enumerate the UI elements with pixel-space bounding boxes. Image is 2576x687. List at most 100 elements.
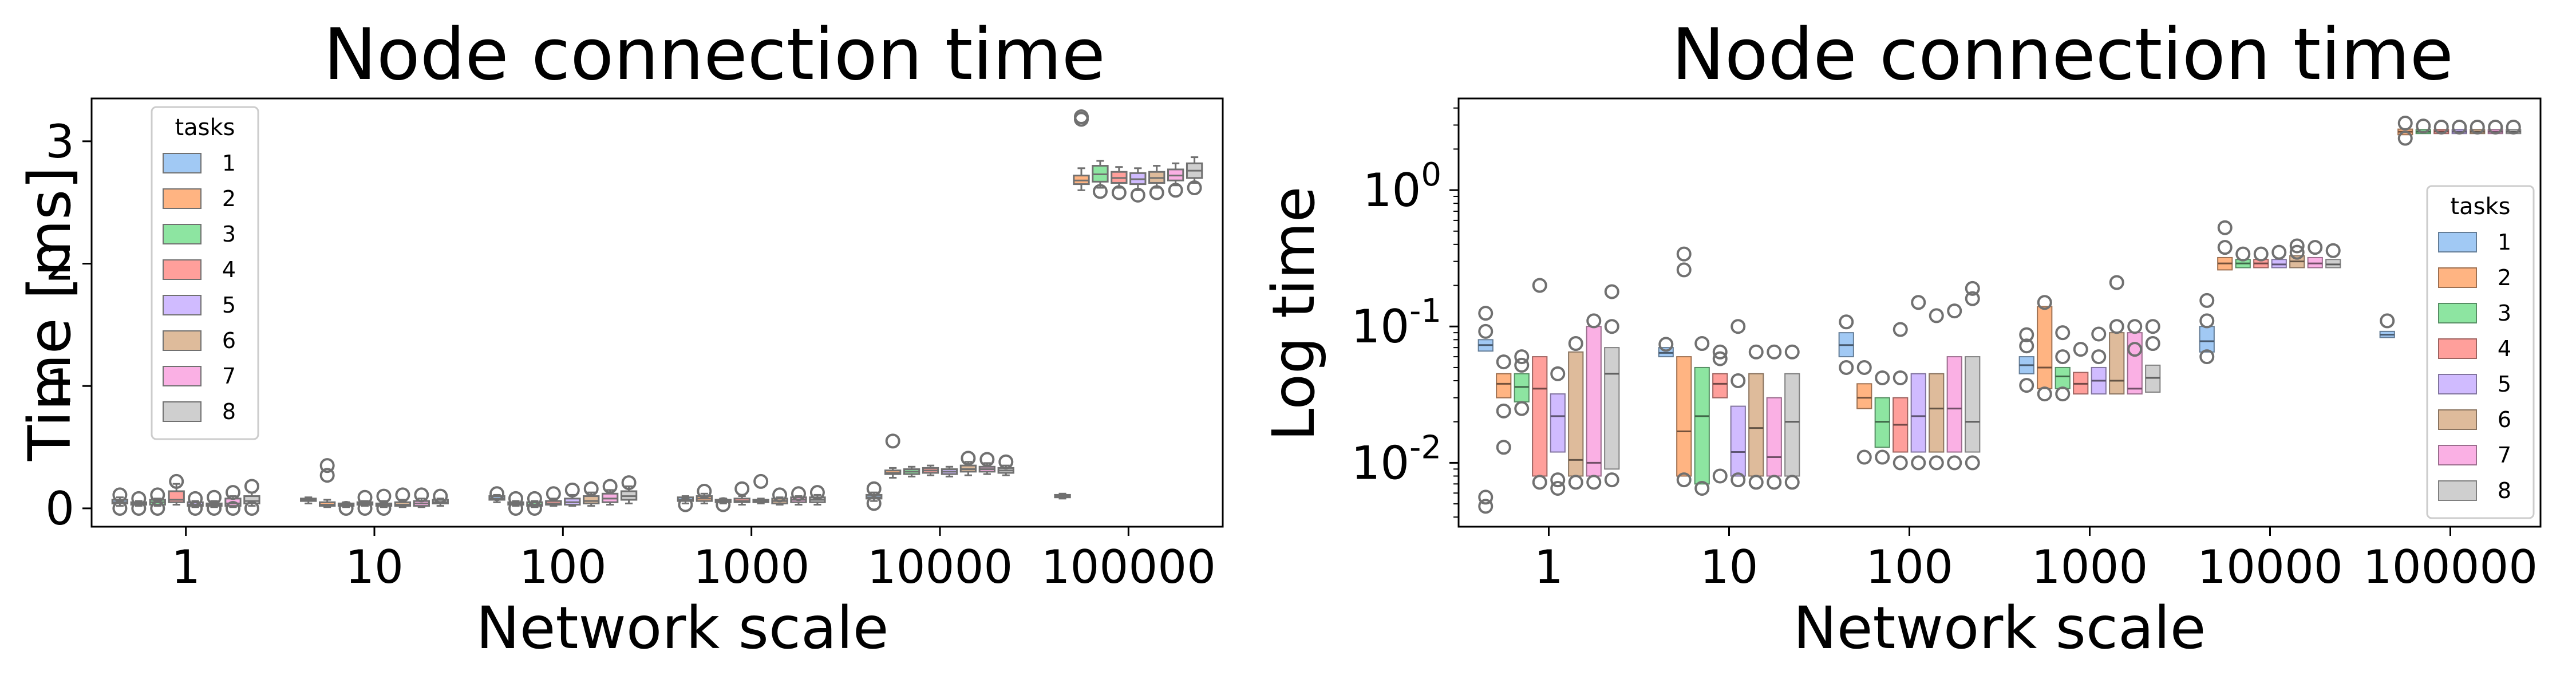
legend-title: tasks xyxy=(175,114,235,141)
outlier-point xyxy=(1168,183,1183,198)
outlier-point xyxy=(2055,325,2071,341)
x-tick-label: 10000 xyxy=(2197,540,2343,594)
legend-swatch xyxy=(163,153,202,173)
box-task-1-scale-1000 xyxy=(677,495,694,512)
outlier-point xyxy=(1568,475,1583,490)
box-task-3-scale-10000 xyxy=(903,465,920,477)
outlier-point xyxy=(1947,455,1962,471)
legend-label: 7 xyxy=(222,364,236,389)
outlier-point xyxy=(753,473,769,489)
box-body xyxy=(583,495,600,504)
box-task-7-scale-1 xyxy=(224,485,242,516)
y-axis-label: Log time xyxy=(1260,186,1328,441)
outlier-point xyxy=(1784,344,1800,360)
box-task-6-scale-10 xyxy=(1748,344,1764,490)
box-task-3-scale-1 xyxy=(149,487,166,516)
box-task-4-scale-10000 xyxy=(2253,246,2269,269)
outlier-point xyxy=(866,481,882,496)
box-task-5-scale-100 xyxy=(1910,295,1926,471)
outlier-point xyxy=(489,486,505,502)
outlier-point xyxy=(2091,326,2107,342)
outlier-point xyxy=(2506,119,2521,135)
legend-swatch xyxy=(2438,409,2477,430)
outlier-point xyxy=(1604,472,1619,488)
outlier-point xyxy=(697,484,712,499)
legend-swatch xyxy=(163,259,202,280)
box-task-3-scale-1 xyxy=(1514,349,1530,416)
box-task-7-scale-10 xyxy=(413,487,430,508)
outlier-point xyxy=(131,491,147,506)
outlier-point xyxy=(1875,449,1890,465)
legend-label: 3 xyxy=(222,222,236,247)
outlier-point xyxy=(357,500,373,516)
outlier-point xyxy=(2452,119,2467,135)
outlier-point xyxy=(2145,319,2160,334)
box-task-6-scale-100 xyxy=(1929,308,1945,471)
box-task-4-scale-1 xyxy=(1532,278,1548,490)
outlier-point xyxy=(226,500,240,516)
outlier-point xyxy=(602,479,618,494)
legend-label: 4 xyxy=(2498,336,2511,361)
box-task-2-scale-100 xyxy=(507,491,524,516)
legend-swatch xyxy=(2438,480,2477,501)
box-task-6-scale-1 xyxy=(1568,335,1584,490)
box-task-8-scale-10 xyxy=(1784,344,1800,490)
box-task-5-scale-1 xyxy=(1550,366,1566,496)
box-task-5-scale-10000 xyxy=(2271,244,2287,269)
outlier-point xyxy=(2019,378,2034,393)
box-task-4-scale-10 xyxy=(1712,344,1728,484)
outlier-point xyxy=(1496,440,1511,455)
outlier-point xyxy=(357,489,373,505)
box-task-7-scale-100 xyxy=(1946,303,1962,471)
outlier-point xyxy=(2217,220,2233,235)
outlier-point xyxy=(188,491,203,506)
box-task-2-scale-1000 xyxy=(696,484,713,504)
boxen-body xyxy=(2037,306,2053,389)
box-task-3-scale-1000 xyxy=(714,497,732,512)
box-task-1-scale-1 xyxy=(1477,306,1494,514)
outlier-point xyxy=(1730,319,1746,334)
outlier-point xyxy=(1604,319,1619,334)
box-task-6-scale-10 xyxy=(394,487,412,508)
outlier-point xyxy=(1149,185,1164,200)
box-task-5-scale-1000 xyxy=(752,473,769,504)
x-tick-label: 100 xyxy=(519,540,607,594)
boxen-body xyxy=(1965,356,1981,453)
plot-area xyxy=(1477,116,2522,514)
x-axis-label: Network scale xyxy=(476,594,888,662)
legend-swatch xyxy=(163,401,202,422)
box-task-5-scale-10 xyxy=(1730,319,1746,488)
y-axis-label: Time [ms] xyxy=(16,167,84,461)
boxen-body xyxy=(1730,405,1746,477)
box-task-1-scale-100000 xyxy=(1054,492,1071,500)
outlier-point xyxy=(2127,342,2143,357)
box-task-1-scale-10000 xyxy=(2199,293,2215,365)
outlier-point xyxy=(2037,295,2052,310)
legend-label: 1 xyxy=(2498,230,2511,255)
legend-swatch xyxy=(2438,374,2477,394)
box-task-5-scale-1000 xyxy=(2091,326,2107,395)
outlier-point xyxy=(414,487,429,503)
outlier-point xyxy=(1748,475,1764,490)
outlier-point xyxy=(1875,370,1890,385)
outlier-point xyxy=(1130,187,1145,203)
outlier-point xyxy=(1187,180,1202,196)
box-task-1-scale-1 xyxy=(111,487,129,516)
outlier-point xyxy=(527,500,542,516)
outlier-point xyxy=(866,496,882,511)
outlier-point xyxy=(1514,401,1530,416)
box-task-5-scale-100000 xyxy=(2451,119,2467,135)
outlier-point xyxy=(1694,335,1710,351)
outlier-point xyxy=(2433,119,2449,135)
outlier-point xyxy=(169,473,184,489)
legend-swatch xyxy=(163,188,202,209)
box-task-3-scale-10000 xyxy=(2235,246,2251,269)
outlier-point xyxy=(1550,480,1566,496)
outlier-point xyxy=(319,468,335,483)
box-task-1-scale-10000 xyxy=(866,481,883,511)
outlier-point xyxy=(319,458,335,473)
x-tick-label: 1000 xyxy=(2032,540,2148,594)
legend-swatch xyxy=(2438,338,2477,359)
outlier-point xyxy=(1712,468,1728,484)
outlier-point xyxy=(1550,366,1566,381)
